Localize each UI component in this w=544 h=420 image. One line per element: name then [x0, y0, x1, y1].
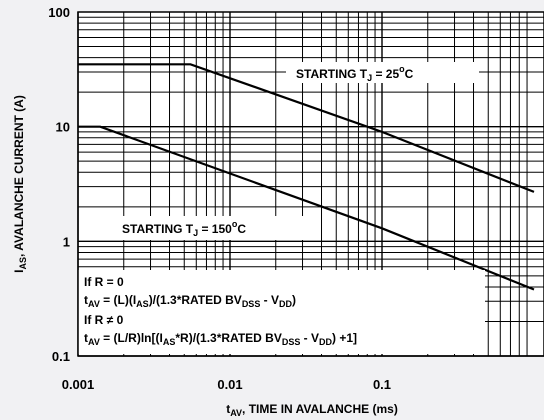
curves: [78, 63, 535, 291]
x-tick-label: 0.1: [373, 377, 391, 392]
x-axis-title: tAV, TIME IN AVALANCHE (ms): [226, 402, 398, 418]
y-tick-label: 0.1: [52, 349, 70, 364]
equation-line-2: tAV = (L)(IAS)/(1.3*RATED BVDSS - VDD): [84, 293, 296, 309]
y-tick-label: 10: [56, 120, 70, 135]
y-axis-title: IAS, AVALANCHE CURRENT (A): [12, 95, 28, 273]
x-tick-label: 0.001: [62, 377, 95, 392]
equation-line-4: tAV = (L/R)ln[(IAS*R)/(1.3*RATED BVDSS -…: [84, 331, 357, 347]
equation-line-3: If R ≠ 0: [84, 313, 124, 327]
labels: STARTING TJ = 25oC STARTING TJ = 150oC If …: [78, 62, 485, 354]
series-line-1: [78, 63, 535, 193]
ticks: 100 10 1 0.1 0.001 0.01 0.1: [48, 5, 391, 392]
x-tick-label: 0.01: [217, 377, 242, 392]
equation-box: [78, 270, 485, 354]
y-tick-label: 1: [63, 234, 70, 249]
series-line-2: [78, 125, 535, 291]
equation-line-1: If R = 0: [84, 275, 124, 289]
series-label-bg-1: [286, 62, 479, 83]
plot-frame: [77, 11, 544, 357]
series-label-bg-2: [115, 216, 310, 240]
y-tick-label: 100: [48, 5, 70, 20]
series-label-2: STARTING TJ = 150oC: [122, 219, 246, 238]
series-label-1: STARTING TJ = 25oC: [296, 64, 414, 83]
axis-titles: tAV, TIME IN AVALANCHE (ms) IAS, AVALANCH…: [12, 95, 398, 418]
